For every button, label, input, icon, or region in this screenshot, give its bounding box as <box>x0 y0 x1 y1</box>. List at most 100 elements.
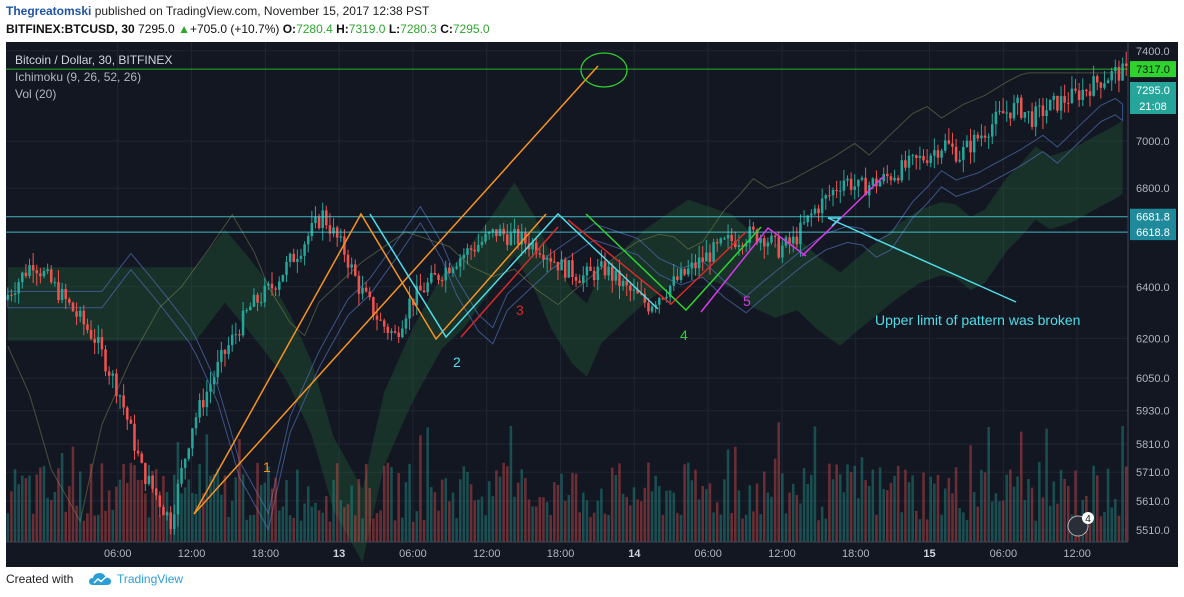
candle <box>1070 76 1074 105</box>
candle <box>1074 79 1077 94</box>
candle <box>332 218 335 238</box>
volume-bar <box>726 449 730 542</box>
candle-body <box>686 268 690 275</box>
pattern-3-lower <box>460 226 559 338</box>
candle-body <box>694 262 697 269</box>
candle-body <box>426 282 429 293</box>
countdown-badge[interactable]: 4 <box>1067 512 1094 537</box>
volume-bar <box>205 434 209 542</box>
volume-bar <box>784 513 788 542</box>
candle <box>867 181 871 208</box>
candle <box>1012 94 1016 121</box>
candle-body <box>125 407 129 420</box>
tradingview-link[interactable]: TradingView <box>117 572 184 586</box>
candle-body <box>21 272 24 283</box>
candle-body <box>281 274 285 282</box>
volume-bar <box>259 485 263 542</box>
volume-bar <box>357 479 361 542</box>
volume-bar <box>965 519 969 542</box>
volume-bar <box>1030 487 1034 542</box>
volume-bar <box>838 474 842 542</box>
volume-bar <box>28 475 31 542</box>
candle-body <box>89 329 93 339</box>
volume-bar <box>100 463 104 542</box>
candle-body <box>1012 103 1016 119</box>
volume-bar <box>433 492 437 542</box>
candle <box>401 320 404 339</box>
candle-body <box>1045 110 1048 117</box>
candle <box>451 266 455 278</box>
candle-body <box>842 180 846 191</box>
candle <box>176 479 180 527</box>
pattern-label-4: 4 <box>680 327 688 343</box>
annotation-arrowhead <box>828 217 842 227</box>
candle-body <box>773 235 777 237</box>
price-tag-bg <box>1130 224 1176 241</box>
volume-bar <box>929 476 933 542</box>
legend-volume[interactable]: Vol (20) <box>15 87 56 101</box>
volume-bar <box>983 472 987 542</box>
candle <box>534 236 538 259</box>
volume-bar <box>1095 475 1099 542</box>
volume-bar <box>719 514 723 542</box>
candle-body <box>57 282 60 301</box>
candle-body <box>1092 76 1095 96</box>
candle <box>440 276 444 287</box>
candle <box>650 304 654 314</box>
volume-bar <box>1012 486 1016 542</box>
legend-ichimoku[interactable]: Ichimoku (9, 26, 52, 26) <box>15 70 141 84</box>
volume-bar <box>636 499 639 542</box>
candle <box>17 278 20 304</box>
volume-bar <box>813 426 817 542</box>
candle <box>1103 71 1106 90</box>
candle <box>831 187 835 207</box>
candle <box>357 270 361 306</box>
volume-bar <box>690 480 694 542</box>
volume-bar <box>600 488 603 542</box>
candle-body <box>592 270 596 281</box>
volume-bar <box>477 499 480 542</box>
y-tick-label: 6050.0 <box>1136 373 1170 385</box>
x-tick-label: 12:00 <box>1063 548 1091 560</box>
x-tick-label: 12:00 <box>178 548 206 560</box>
volume-bar <box>39 467 42 542</box>
volume-bar <box>951 493 954 542</box>
volume-bar <box>194 493 198 542</box>
candle <box>915 154 918 170</box>
volume-bar <box>60 453 64 542</box>
candle <box>697 245 701 278</box>
volume-bar <box>853 465 857 542</box>
candle-body <box>737 245 741 248</box>
candle-body <box>350 264 353 268</box>
candle <box>10 289 13 302</box>
volume-bar <box>46 497 49 542</box>
volume-bar <box>770 496 773 542</box>
candle-body <box>571 260 574 277</box>
candle-body <box>419 285 422 291</box>
author-link[interactable]: Thegreatomski <box>6 4 92 18</box>
candle-body <box>647 302 650 312</box>
volume-bar <box>386 462 390 542</box>
volume-bar <box>802 468 806 542</box>
volume-bar <box>639 501 643 542</box>
candle <box>111 370 115 389</box>
candle <box>893 169 896 183</box>
candle-body <box>317 216 321 229</box>
volume-bar <box>824 518 828 542</box>
candle <box>191 427 194 457</box>
volume-bar <box>846 464 849 542</box>
candle <box>263 277 267 308</box>
candle-body <box>274 288 277 290</box>
price-tag-label: 6618.8 <box>1136 227 1170 239</box>
candle-body <box>705 252 708 262</box>
price-chart[interactable]: 1 2 3 4 5 7400.0 7000.0 6800.0 6400.0 6200.0 6050… <box>6 42 1178 567</box>
candle <box>585 262 589 287</box>
candle <box>788 231 791 254</box>
volume-bar <box>958 507 961 542</box>
volume-bar <box>328 521 332 542</box>
volume-bar <box>900 512 904 542</box>
candle-body <box>1009 112 1012 119</box>
candle-body <box>1038 105 1041 107</box>
candle-body <box>1103 83 1106 88</box>
chart-area[interactable]: 1 2 3 4 5 7400.0 7000.0 6800.0 6400.0 6200.0 6050… <box>6 42 1178 567</box>
